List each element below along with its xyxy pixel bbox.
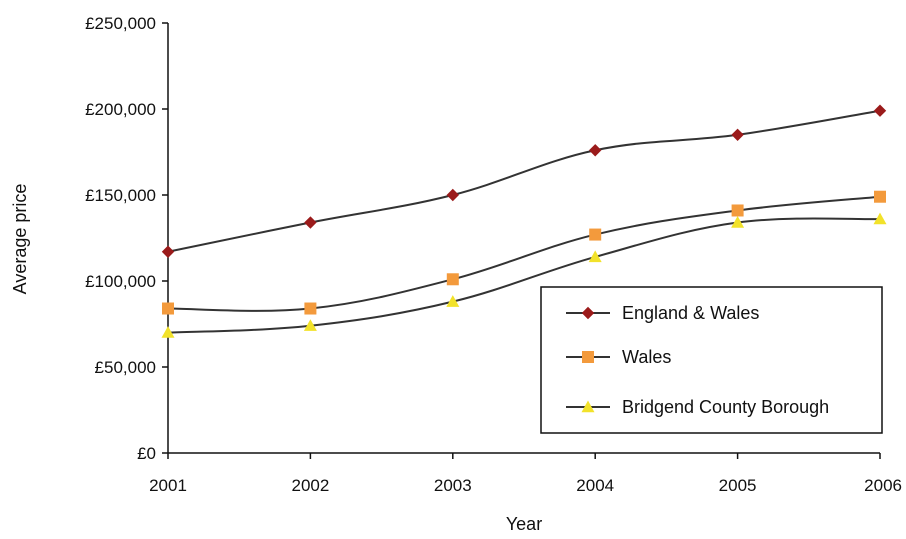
y-axis-title: Average price (10, 184, 30, 295)
x-tick-label: 2005 (719, 476, 757, 495)
y-tick-label: £0 (137, 444, 156, 463)
data-point (731, 128, 744, 142)
series (161, 104, 887, 338)
y-tick-label: £250,000 (85, 14, 156, 33)
data-point (446, 188, 460, 202)
legend-label: England & Wales (622, 303, 759, 323)
legend-item: Wales (566, 347, 671, 367)
legend-label: Wales (622, 347, 671, 367)
series-line (167, 195, 881, 312)
data-point (446, 273, 459, 286)
y-tick-labels: £0 £50,000 £100,000 £150,000 £200,000 £250,00… (85, 14, 156, 463)
series-1 (162, 190, 886, 315)
axes (162, 22, 881, 459)
legend-marker (581, 306, 595, 320)
data-point (588, 144, 602, 157)
data-point (446, 295, 460, 307)
legend-items: England & Wales Wales Bridgend County Boro… (566, 303, 829, 417)
data-point (874, 190, 886, 203)
y-tick-label: £150,000 (85, 186, 156, 205)
legend-label: Bridgend County Borough (622, 397, 829, 417)
y-tick-label: £50,000 (95, 358, 156, 377)
data-point (304, 302, 317, 315)
data-point (588, 250, 602, 263)
x-tick-labels: 2001 2002 2003 2004 2005 2006 (149, 476, 902, 495)
x-tick-label: 2006 (864, 476, 902, 495)
data-point (731, 216, 745, 228)
data-point (873, 104, 887, 117)
legend: England & Wales Wales Bridgend County Boro… (540, 286, 883, 434)
x-tick-label: 2004 (576, 476, 614, 495)
x-tick-label: 2002 (291, 476, 329, 495)
legend-item: Bridgend County Borough (566, 397, 829, 417)
data-point (873, 212, 887, 225)
series-line (167, 109, 881, 253)
x-tick-label: 2003 (434, 476, 472, 495)
x-tick-label: 2001 (149, 476, 187, 495)
data-point (589, 228, 602, 241)
series-line (167, 217, 881, 334)
legend-item: England & Wales (566, 303, 759, 323)
data-point (161, 326, 175, 338)
legend-marker (581, 400, 595, 413)
legend-box (540, 286, 883, 434)
data-point (304, 216, 317, 229)
y-tick-label: £100,000 (85, 272, 156, 291)
data-point (162, 302, 174, 315)
legend-marker (582, 351, 594, 363)
data-point (303, 319, 317, 331)
data-point (161, 245, 175, 258)
series-0 (161, 104, 887, 258)
data-point (731, 204, 744, 217)
x-axis-title: Year (506, 514, 542, 534)
series-2 (161, 212, 887, 338)
y-tick-label: £200,000 (85, 100, 156, 119)
